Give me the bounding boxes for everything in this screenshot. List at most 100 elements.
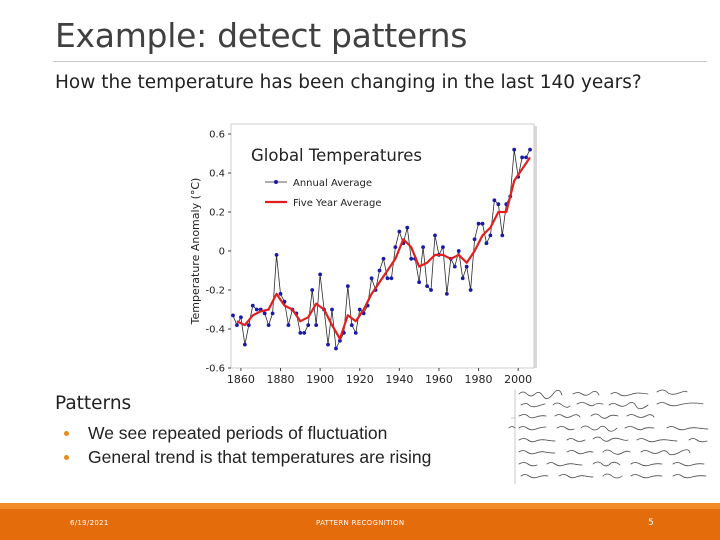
annual-data-point xyxy=(353,331,358,335)
annual-data-point xyxy=(409,256,414,261)
annual-data-point xyxy=(452,264,457,269)
annual-data-point xyxy=(270,311,275,316)
y-tick-label: 0.4 xyxy=(209,169,225,180)
x-tick-label: 1980 xyxy=(465,373,493,386)
annual-average-line xyxy=(232,149,531,350)
annual-data-point xyxy=(338,338,342,343)
chart-title: Global Temperatures xyxy=(251,146,422,165)
page-number: 5 xyxy=(648,518,655,528)
y-tick-label: 0.2 xyxy=(209,208,225,219)
x-tick-label: 1860 xyxy=(227,373,255,386)
annual-data-point xyxy=(520,155,525,160)
x-tick-label: 2000 xyxy=(504,373,532,386)
annual-data-point xyxy=(239,315,243,320)
annual-data-point xyxy=(512,147,517,152)
annual-data-point xyxy=(500,233,505,238)
annual-data-point xyxy=(266,323,271,327)
annual-data-point xyxy=(306,323,311,327)
annual-data-point xyxy=(345,284,350,288)
patterns-heading: Patterns xyxy=(55,393,132,414)
annual-data-point xyxy=(357,307,362,312)
y-tick-label: -0.4 xyxy=(205,325,225,336)
y-tick-label: 0 xyxy=(219,247,225,258)
annual-data-point xyxy=(274,253,279,257)
annual-data-point xyxy=(397,229,402,234)
annual-data-point xyxy=(389,276,394,281)
annual-data-point xyxy=(417,280,422,285)
y-tick-label: -0.6 xyxy=(205,364,225,375)
bullet-dot-icon xyxy=(64,431,69,436)
annual-data-point xyxy=(472,237,477,242)
chart-plot-area xyxy=(230,123,535,369)
annual-data-point xyxy=(444,292,449,296)
x-tick-label: 1880 xyxy=(267,373,295,386)
annual-data-point xyxy=(460,276,465,281)
footer-accent-bar xyxy=(0,503,720,509)
footer-title: PATTERN RECOGNITION xyxy=(316,519,405,527)
annual-data-point xyxy=(377,268,382,273)
annual-data-point xyxy=(429,288,433,292)
annual-data-point xyxy=(254,307,259,312)
annual-data-point xyxy=(334,346,338,351)
y-tick-label: -0.2 xyxy=(205,286,225,297)
annual-data-point xyxy=(464,264,469,269)
global-temperature-chart: 0.6 0.4 0.2 0 -0.2 -0.4 -0.6 1860 1880 1900 1920 19… xyxy=(185,118,540,390)
annual-data-point xyxy=(492,198,497,203)
bullet-dot-icon xyxy=(64,455,69,460)
annual-data-point xyxy=(476,221,481,226)
legend-five-year-label: Five Year Average xyxy=(293,198,381,209)
annual-data-point xyxy=(278,292,283,296)
annual-data-point xyxy=(250,303,255,308)
annual-data-point xyxy=(425,284,429,288)
annual-data-point xyxy=(262,311,267,316)
annual-data-point xyxy=(235,323,239,327)
title-divider xyxy=(53,61,707,62)
legend-annual-marker xyxy=(274,180,278,184)
annual-data-point xyxy=(298,331,303,335)
annual-data-point xyxy=(369,276,374,281)
slide-subtitle: How the temperature has been changing in… xyxy=(55,72,642,93)
x-tick-label: 1920 xyxy=(346,373,374,386)
slide-footer: 6/19/2021 PATTERN RECOGNITION 5 xyxy=(0,509,720,540)
handwritten-manuscript-image xyxy=(507,388,719,486)
annual-data-point xyxy=(302,331,307,335)
y-tick-label: 0.6 xyxy=(209,130,225,141)
patterns-list: We see repeated periods of fluctuation G… xyxy=(62,421,431,469)
annual-data-point xyxy=(246,323,251,327)
annual-data-point xyxy=(421,245,425,249)
annual-data-point xyxy=(310,288,315,292)
annual-data-point xyxy=(484,241,489,246)
legend-annual-label: Annual Average xyxy=(293,178,372,189)
annual-data-point xyxy=(330,307,334,312)
annual-data-point xyxy=(480,221,485,226)
x-tick-label: 1960 xyxy=(425,373,453,386)
x-tick-label: 1900 xyxy=(306,373,334,386)
annual-data-point xyxy=(405,225,410,230)
annual-data-point xyxy=(231,313,235,318)
annual-data-point xyxy=(326,342,330,347)
slide-title: Example: detect patterns xyxy=(55,16,468,55)
y-axis-label: Temperature Anomaly (°C) xyxy=(189,178,202,326)
bullet-text: General trend is that temperatures are r… xyxy=(88,447,432,467)
annual-data-point xyxy=(524,155,528,160)
bullet-text: We see repeated periods of fluctuation xyxy=(88,423,388,443)
footer-date: 6/19/2021 xyxy=(70,519,109,527)
annual-data-point xyxy=(433,233,437,238)
annual-data-point xyxy=(349,323,354,327)
annual-data-point xyxy=(318,272,323,277)
annual-data-point xyxy=(242,342,247,347)
annual-data-point xyxy=(314,323,319,327)
annual-data-point xyxy=(468,288,473,292)
bullet-item: General trend is that temperatures are r… xyxy=(62,445,431,469)
annual-data-point xyxy=(488,233,493,238)
bullet-item: We see repeated periods of fluctuation xyxy=(62,421,431,445)
manuscript-scribble xyxy=(508,389,709,485)
annual-data-point xyxy=(496,202,501,207)
annual-data-point xyxy=(528,147,532,152)
annual-data-point xyxy=(441,245,445,249)
x-tick-label: 1940 xyxy=(385,373,413,386)
annual-data-point xyxy=(456,249,461,253)
annual-data-point xyxy=(393,245,398,249)
five-year-average-line xyxy=(236,156,531,340)
